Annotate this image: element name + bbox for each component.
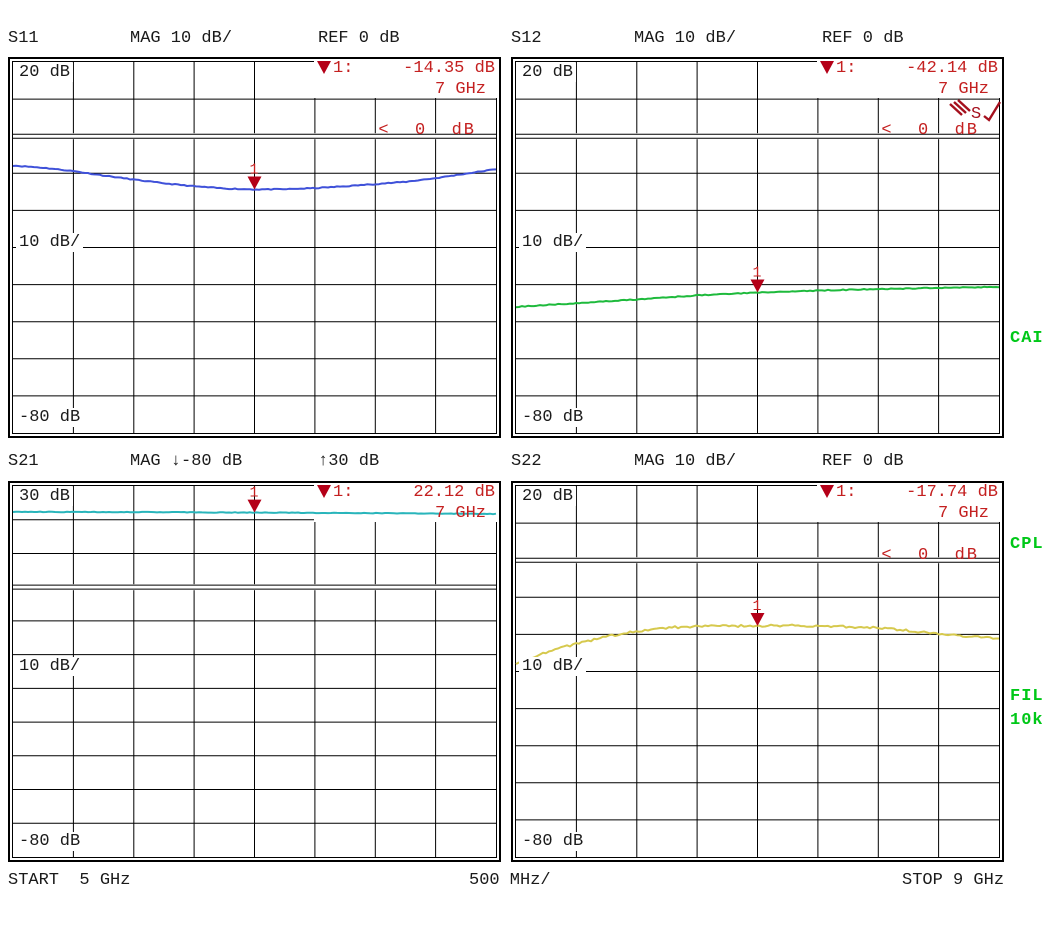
marker-frequency: 7 GHz — [937, 80, 989, 99]
s11-ref-label: REF 0 dB — [318, 29, 400, 48]
marker-triangle-icon — [317, 485, 331, 498]
s12-channel-label: S12 — [511, 29, 542, 48]
scale-top-label: 30 dB — [16, 487, 74, 506]
marker-frequency: 7 GHz — [434, 504, 486, 523]
scale-per-div-label: 10 dB/ — [16, 657, 84, 676]
status-filter-label: FIL — [1010, 687, 1044, 706]
status-coupled-label: CPL — [1010, 535, 1044, 554]
s22-ref-label: REF 0 dB — [822, 452, 904, 471]
marker-frequency: 7 GHz — [434, 80, 486, 99]
scale-top-label: 20 dB — [16, 63, 74, 82]
scale-top-label: 20 dB — [519, 63, 577, 82]
s21-format-label: MAG ↓-80 dB — [130, 452, 243, 471]
s22-channel-label: S22 — [511, 452, 542, 471]
s21-ref-label: ↑30 dB — [318, 452, 380, 471]
scale-bottom-label: -80 dB — [519, 408, 587, 427]
s11-plot: 1 — [8, 57, 501, 438]
marker-readout: 1: -42.14 dB 7 GHz — [817, 59, 1001, 99]
scale-top-label: 20 dB — [519, 487, 577, 506]
marker-readout: 1: 22.12 dB 7 GHz — [314, 483, 498, 523]
scale-per-div-label: 10 dB/ — [16, 233, 84, 252]
svg-text:1: 1 — [753, 265, 762, 282]
status-if-bandwidth-label: 10k — [1010, 711, 1044, 730]
scale-per-div-label: 10 dB/ — [519, 233, 587, 252]
svg-text:1: 1 — [250, 161, 259, 178]
marker-readout: 1: -14.35 dB 7 GHz — [314, 59, 498, 99]
marker-readout: 1: -17.74 dB 7 GHz — [817, 483, 1001, 523]
s21-panel: 1 30 dB 10 dB/ -80 dB 1: 22.12 dB 7 GHz — [8, 481, 501, 862]
s21-channel-label: S21 — [8, 452, 39, 471]
marker-number-label: 1: — [836, 59, 857, 78]
ref-level-label: < 0 dB — [378, 121, 476, 140]
scale-bottom-label: -80 dB — [519, 832, 587, 851]
svg-text:S: S — [971, 105, 981, 124]
marker-number-label: 1: — [836, 483, 857, 502]
scale-bottom-label: -80 dB — [16, 408, 84, 427]
stop-freq-label: STOP 9 GHz — [902, 871, 1005, 890]
svg-text:1: 1 — [753, 598, 762, 615]
s22-format-label: MAG 10 dB/ — [634, 452, 737, 471]
marker-number-label: 1: — [333, 483, 354, 502]
marker-number-label: 1: — [333, 59, 354, 78]
s12-ref-label: REF 0 dB — [822, 29, 904, 48]
s12-plot: 1 — [511, 57, 1004, 438]
s22-panel: 1 20 dB 10 dB/ -80 dB 1: -17.74 dB 7 GHz… — [511, 481, 1004, 862]
marker-value: -14.35 dB — [403, 59, 495, 78]
status-cal-interpolated-label: CAI — [1010, 329, 1044, 348]
marker-triangle-icon — [820, 485, 834, 498]
s12-format-label: MAG 10 dB/ — [634, 29, 737, 48]
marker-value: -42.14 dB — [906, 59, 998, 78]
marker-triangle-icon — [317, 61, 331, 74]
marker-frequency: 7 GHz — [937, 504, 989, 523]
s11-panel: 1 20 dB 10 dB/ -80 dB 1: -14.35 dB 7 GHz… — [8, 57, 501, 438]
span-per-div-label: 500 MHz/ — [469, 871, 551, 890]
scale-per-div-label: 10 dB/ — [519, 657, 587, 676]
scale-bottom-label: -80 dB — [16, 832, 84, 851]
ref-level-label: < 0 dB — [881, 546, 979, 565]
s12-panel: 1 20 dB 10 dB/ -80 dB 1: -42.14 dB 7 GHz… — [511, 57, 1004, 438]
marker-value: -17.74 dB — [906, 483, 998, 502]
s11-format-label: MAG 10 dB/ — [130, 29, 233, 48]
ref-level-label: < 0 dB — [881, 121, 979, 140]
marker-value: 22.12 dB — [413, 483, 495, 502]
start-freq-label: START 5 GHz — [8, 871, 131, 890]
marker-triangle-icon — [820, 61, 834, 74]
svg-text:1: 1 — [250, 485, 259, 502]
s11-channel-label: S11 — [8, 29, 39, 48]
